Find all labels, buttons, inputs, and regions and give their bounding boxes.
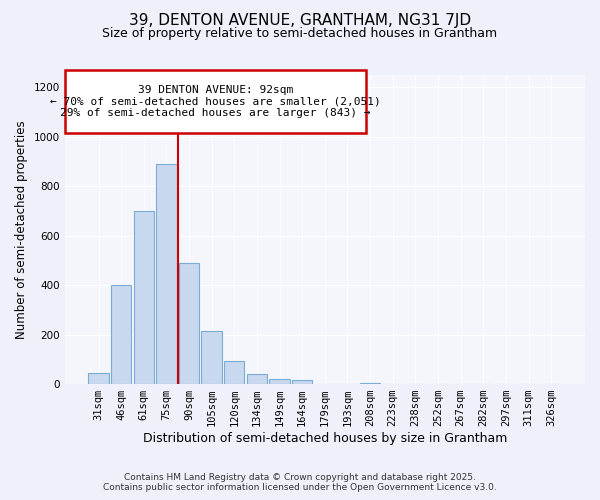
- Text: 39 DENTON AVENUE: 92sqm
← 70% of semi-detached houses are smaller (2,051)
29% of: 39 DENTON AVENUE: 92sqm ← 70% of semi-de…: [50, 84, 381, 118]
- Text: 39, DENTON AVENUE, GRANTHAM, NG31 7JD: 39, DENTON AVENUE, GRANTHAM, NG31 7JD: [129, 12, 471, 28]
- Bar: [179, 263, 199, 384]
- Y-axis label: Number of semi-detached properties: Number of semi-detached properties: [15, 120, 28, 339]
- Text: Size of property relative to semi-detached houses in Grantham: Size of property relative to semi-detach…: [103, 28, 497, 40]
- Bar: [247, 374, 267, 384]
- Bar: [224, 360, 244, 384]
- X-axis label: Distribution of semi-detached houses by size in Grantham: Distribution of semi-detached houses by …: [143, 432, 507, 445]
- Text: Contains HM Land Registry data © Crown copyright and database right 2025.
Contai: Contains HM Land Registry data © Crown c…: [103, 473, 497, 492]
- Bar: [134, 211, 154, 384]
- Bar: [156, 164, 176, 384]
- Bar: [111, 285, 131, 384]
- Bar: [292, 380, 313, 384]
- Bar: [88, 373, 109, 384]
- Bar: [202, 331, 222, 384]
- Bar: [269, 378, 290, 384]
- Bar: [360, 383, 380, 384]
